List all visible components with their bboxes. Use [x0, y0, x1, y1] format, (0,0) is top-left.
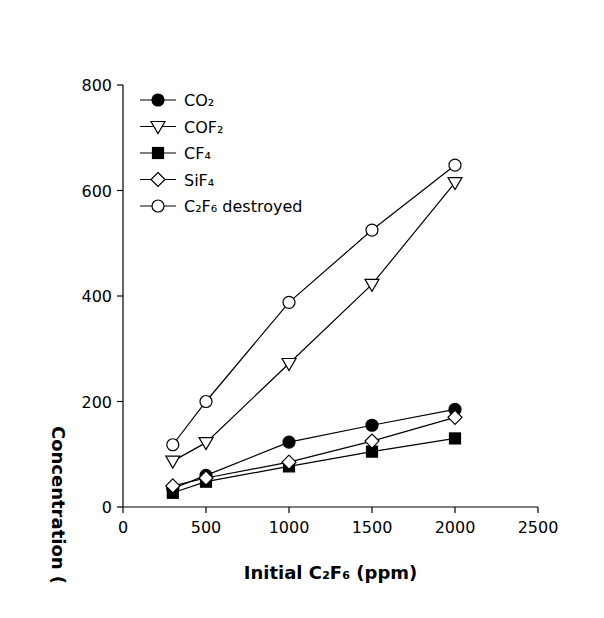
y-tick — [117, 295, 123, 296]
x-axis — [123, 506, 538, 507]
y-axis-title: Concentration ( — [48, 426, 69, 584]
x-tick — [537, 507, 538, 513]
data-point — [282, 455, 296, 469]
legend-marker — [153, 148, 164, 159]
y-tick-label: 0 — [102, 498, 112, 517]
y-tick — [117, 190, 123, 191]
y-tick-label: 800 — [81, 76, 112, 95]
x-tick-label: 500 — [191, 518, 222, 537]
data-point — [448, 178, 462, 190]
legend-label: CO₂ — [184, 91, 214, 110]
x-tick-label: 1000 — [269, 518, 310, 537]
data-point — [166, 456, 180, 468]
x-axis-title: Initial C₂F₆ (ppm) — [244, 562, 418, 583]
data-point — [283, 436, 295, 448]
legend-marker — [151, 122, 165, 134]
chart: 0 500 1000 1500 2000 2500 0 200 400 600 800 Initial… — [0, 0, 604, 618]
x-tick — [371, 507, 372, 513]
data-point — [200, 396, 212, 408]
data-point — [365, 434, 379, 448]
y-tick-label: 600 — [81, 182, 112, 201]
series-line — [173, 183, 455, 462]
x-tick — [288, 507, 289, 513]
legend: CO₂ COF₂ CF₄ SiF₄ C₂F₆ destroyed — [140, 91, 302, 216]
plot-area — [166, 159, 462, 498]
x-tick-label: 1500 — [352, 518, 393, 537]
data-point — [448, 410, 462, 424]
data-point — [282, 359, 296, 371]
data-point — [449, 159, 461, 171]
x-tick — [122, 507, 123, 513]
y-tick-label: 400 — [81, 287, 112, 306]
data-point — [166, 479, 180, 493]
data-point — [450, 433, 461, 444]
data-point — [199, 471, 213, 485]
data-point — [366, 224, 378, 236]
legend-label: COF₂ — [184, 118, 223, 137]
x-tick — [205, 507, 206, 513]
legend-label: C₂F₆ destroyed — [184, 197, 302, 216]
y-tick-label: 200 — [81, 393, 112, 412]
data-point — [199, 438, 213, 450]
y-tick — [117, 401, 123, 402]
data-point — [366, 419, 378, 431]
x-tick-label: 0 — [118, 518, 128, 537]
series-line — [173, 417, 455, 486]
legend-marker — [151, 173, 165, 187]
legend-marker — [152, 200, 164, 212]
y-tick — [117, 506, 123, 507]
legend-marker — [152, 94, 164, 106]
series-line — [173, 165, 455, 445]
data-point — [167, 439, 179, 451]
legend-label: CF₄ — [184, 144, 211, 163]
series-line — [173, 438, 455, 492]
data-point — [365, 279, 379, 291]
x-tick-label: 2000 — [435, 518, 476, 537]
y-tick — [117, 84, 123, 85]
series-line — [173, 409, 455, 488]
x-tick — [454, 507, 455, 513]
data-point — [283, 296, 295, 308]
legend-label: SiF₄ — [184, 171, 214, 190]
x-tick-label: 2500 — [518, 518, 559, 537]
